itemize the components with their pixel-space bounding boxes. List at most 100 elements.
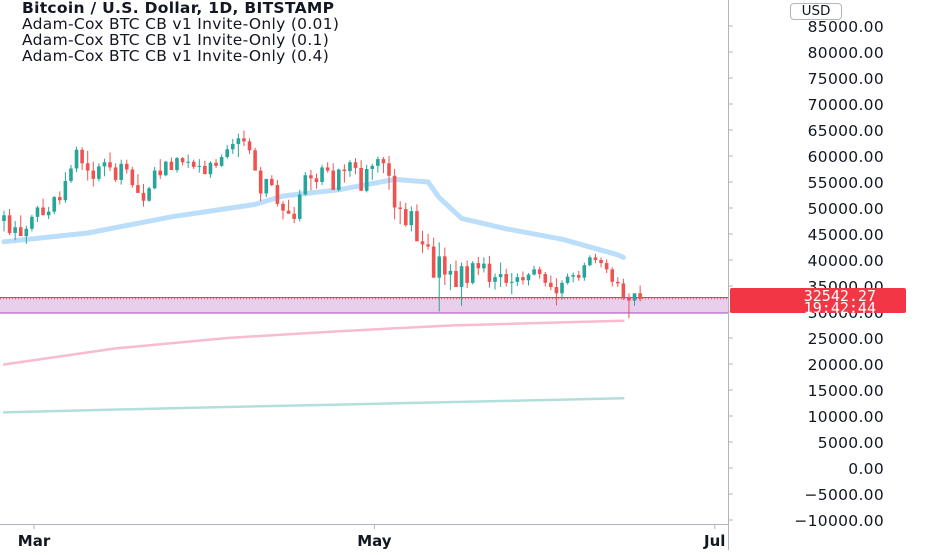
candle-body	[537, 269, 542, 275]
candle-body	[164, 161, 168, 176]
candle-body	[582, 265, 587, 278]
symbol-title[interactable]: Bitcoin / U.S. Dollar, 1D, BITSTAMP	[22, 0, 335, 17]
y-tick-label: −5000.00	[805, 486, 884, 504]
candle	[582, 262, 587, 281]
candle-body	[197, 165, 202, 167]
candle	[270, 175, 274, 187]
y-tick-label: 85000.00	[808, 18, 884, 36]
candle-body	[13, 227, 17, 233]
candle-body	[387, 163, 391, 176]
candle	[85, 150, 90, 181]
y-tick-label: 20000.00	[808, 356, 884, 374]
candle	[230, 138, 235, 154]
candle-body	[610, 269, 615, 282]
candle-body	[353, 162, 358, 168]
candle-body	[521, 277, 525, 281]
candle	[69, 164, 73, 184]
candle-body	[58, 197, 62, 201]
candle	[576, 270, 581, 281]
indicator-label-01[interactable]: Adam-Cox BTC CB v1 Invite-Only (0.1)	[22, 31, 330, 49]
candle-body	[409, 211, 414, 226]
candle-body	[102, 162, 107, 167]
candle-body	[621, 283, 626, 297]
candle-body	[604, 263, 609, 270]
candles	[0, 130, 728, 319]
candle-body	[69, 168, 73, 181]
candle	[543, 271, 548, 287]
candle	[35, 205, 40, 223]
candle-body	[97, 166, 101, 179]
candle-body	[191, 161, 196, 167]
candle-body	[242, 138, 246, 142]
indicator-label-001[interactable]: Adam-Cox BTC CB v1 Invite-Only (0.01)	[22, 15, 340, 33]
candle	[63, 172, 68, 203]
candle	[359, 160, 363, 191]
candle-body	[30, 216, 34, 229]
y-tick-label: 65000.00	[808, 122, 884, 140]
candle	[403, 202, 408, 227]
candle-body	[136, 185, 140, 193]
candle-body	[565, 276, 570, 283]
candle	[537, 266, 542, 279]
candle-body	[108, 162, 112, 168]
candle-body	[454, 270, 458, 288]
candle-body	[398, 207, 402, 210]
candle	[219, 154, 224, 167]
candle	[437, 242, 442, 312]
candle	[292, 206, 296, 224]
candle	[521, 271, 525, 285]
candle	[41, 198, 45, 216]
candle	[130, 166, 135, 188]
candle	[482, 257, 486, 273]
candle-body	[593, 257, 598, 260]
candle	[415, 204, 419, 242]
candle	[236, 133, 241, 158]
candle	[281, 201, 285, 220]
candle-body	[543, 274, 548, 283]
candle	[208, 161, 213, 178]
candle-body	[588, 257, 592, 266]
candle-body	[253, 150, 257, 171]
candle-body	[576, 275, 581, 278]
y-tick-label: 40000.00	[808, 252, 884, 270]
candle	[242, 130, 246, 147]
indicator-bands	[1, 176, 626, 414]
candle	[119, 159, 123, 185]
indicator-line-1	[2, 319, 625, 366]
candle-body	[420, 241, 425, 245]
candle-body	[141, 192, 146, 201]
y-tick-label: 10000.00	[808, 408, 884, 426]
candle	[158, 159, 163, 179]
candle-body	[292, 213, 296, 219]
candle	[515, 273, 520, 286]
candle	[102, 158, 107, 177]
candle-body	[152, 170, 157, 189]
indicator-label-04[interactable]: Adam-Cox BTC CB v1 Invite-Only (0.4)	[22, 47, 330, 65]
candle	[275, 179, 280, 207]
candle-body	[7, 215, 12, 233]
candle	[203, 160, 207, 175]
candle	[353, 158, 358, 175]
candle-body	[370, 165, 375, 169]
candle	[560, 280, 564, 300]
candle	[409, 206, 414, 232]
candle	[459, 262, 464, 306]
candle-body	[470, 263, 475, 283]
currency-button[interactable]: USD	[790, 3, 842, 20]
candle	[2, 210, 6, 232]
candle	[599, 257, 603, 268]
candle-body	[63, 180, 68, 201]
candle	[493, 273, 497, 290]
candle	[286, 199, 291, 214]
last-price-badge: 32542.27 19:42:44	[730, 287, 906, 317]
candle-body	[448, 270, 453, 275]
candle-body	[359, 167, 363, 191]
candle	[487, 255, 492, 288]
candle-body	[270, 178, 274, 186]
candle	[58, 191, 62, 205]
candle-body	[515, 277, 520, 282]
candle-body	[616, 281, 620, 284]
candle	[392, 169, 397, 220]
